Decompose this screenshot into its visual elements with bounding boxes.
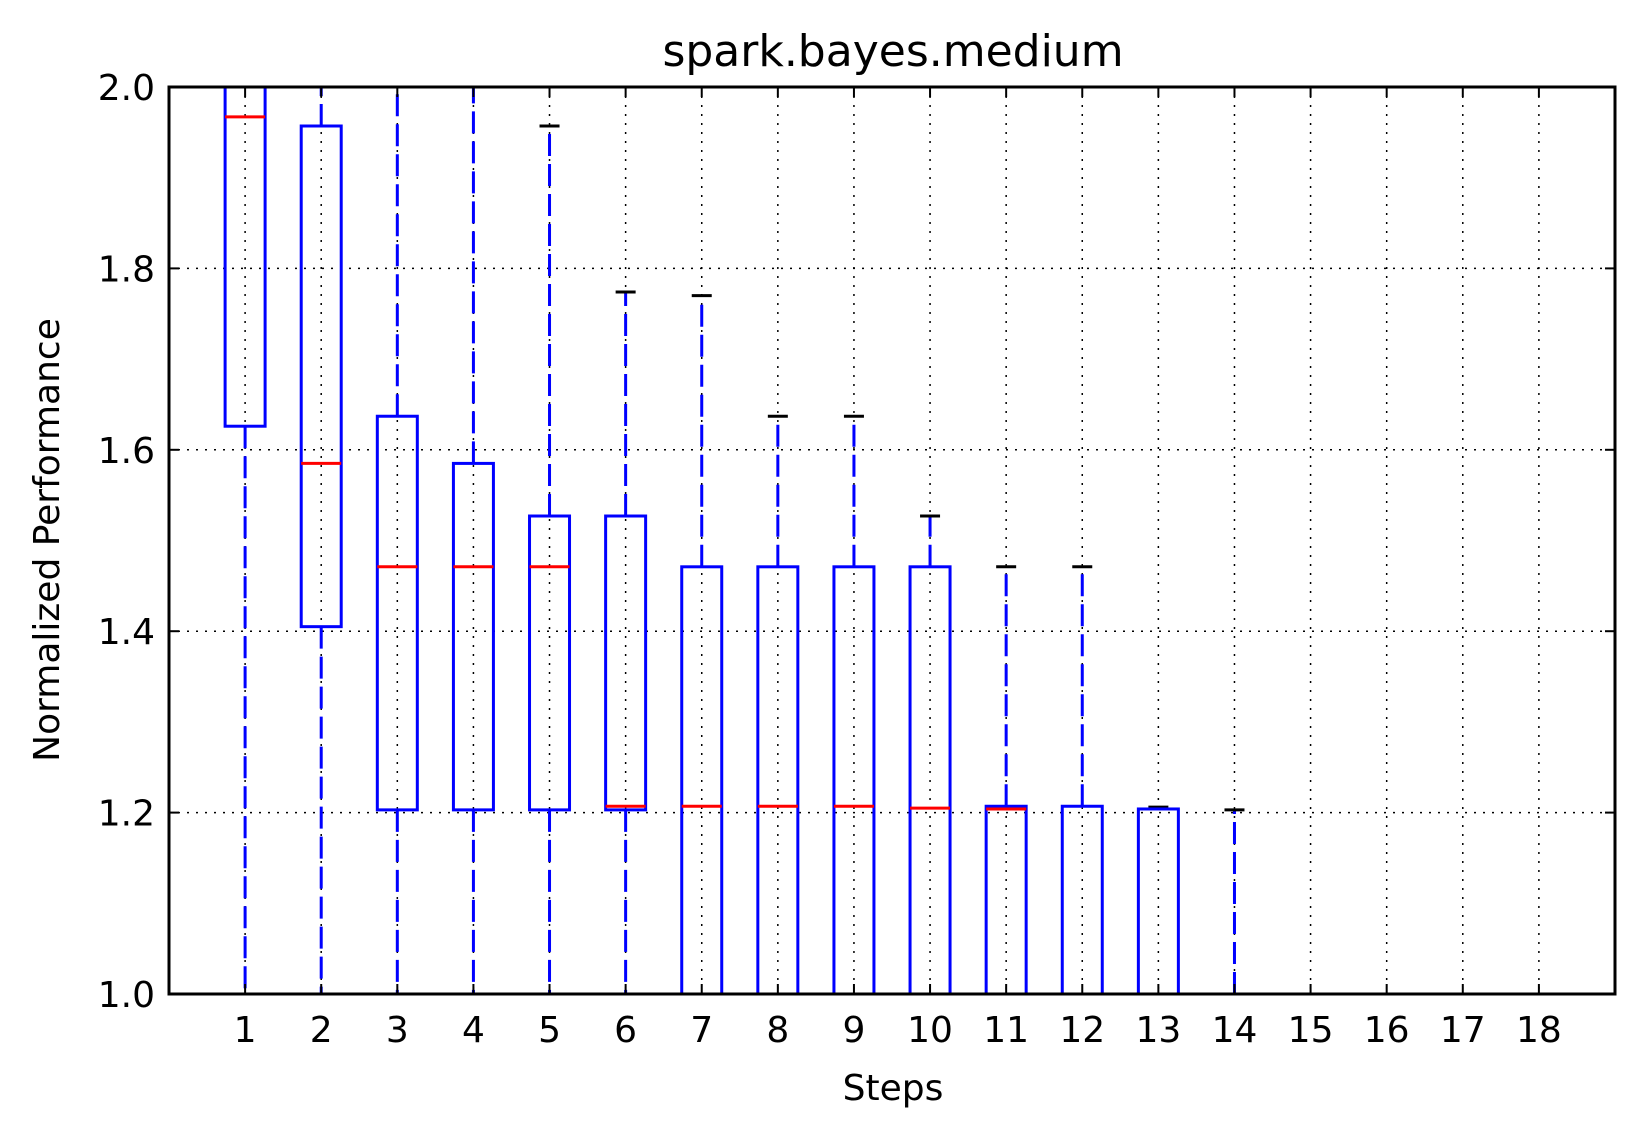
y-tick-label: 1.0	[98, 975, 155, 1016]
y-tick-label: 1.6	[98, 431, 155, 472]
iqr-box	[604, 514, 648, 812]
x-tick-label: 8	[766, 1010, 789, 1051]
x-tick-label: 18	[1516, 1010, 1562, 1051]
box-group-step-5	[528, 124, 572, 994]
x-tick-label: 10	[907, 1010, 953, 1051]
y-tick-label: 2.0	[98, 68, 155, 109]
x-tick-label: 11	[983, 1010, 1029, 1051]
y-tick-label: 1.2	[98, 794, 155, 835]
x-tick-label: 6	[614, 1010, 637, 1051]
x-tick-label: 7	[690, 1010, 713, 1051]
x-axis-label: Steps	[843, 1068, 944, 1109]
iqr-box	[528, 514, 572, 812]
iqr-box	[451, 461, 495, 812]
x-tick-label: 15	[1288, 1010, 1334, 1051]
x-tick-label: 1	[234, 1010, 257, 1051]
x-tick-label: 4	[462, 1010, 485, 1051]
box-group-step-7	[680, 294, 724, 996]
iqr-box	[299, 124, 343, 629]
x-tick-label: 2	[310, 1010, 333, 1051]
x-tick-label: 5	[538, 1010, 561, 1051]
y-tick-label: 1.4	[98, 612, 155, 653]
x-tick-label: 16	[1364, 1010, 1410, 1051]
plot-frame	[167, 85, 1617, 996]
x-tick-label: 9	[842, 1010, 865, 1051]
x-tick-label: 14	[1212, 1010, 1258, 1051]
x-tick-label: 3	[386, 1010, 409, 1051]
y-axis-label: Normalized Performance	[27, 318, 68, 762]
iqr-box	[375, 414, 419, 812]
x-tick-label: 13	[1135, 1010, 1181, 1051]
chart-title: spark.bayes.medium	[662, 26, 1123, 77]
box-group-step-4	[451, 87, 495, 994]
box-group-step-6	[604, 290, 648, 994]
tick-layer: 1.01.21.41.61.82.01 2 3 4 5 6 7 8 9 10 11 12 13 14 15 1…	[98, 68, 1615, 1051]
box-layer	[223, 85, 1559, 996]
y-tick-label: 1.8	[98, 249, 155, 290]
box-group-step-2	[299, 87, 343, 994]
x-tick-label: 12	[1059, 1010, 1105, 1051]
box-group-step-3	[375, 87, 419, 994]
x-tick-label: 17	[1440, 1010, 1486, 1051]
